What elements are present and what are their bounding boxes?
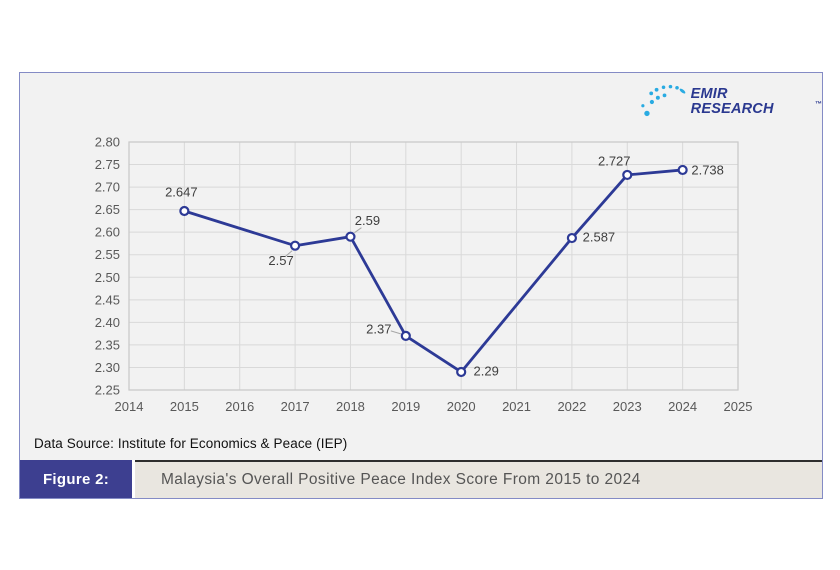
series-line [183, 168, 683, 374]
data-source-text: Data Source: Institute for Economics & P… [34, 436, 348, 451]
x-axis-tick-label: 2014 [115, 399, 144, 414]
y-axis-tick-label: 2.45 [95, 292, 120, 307]
plot-border [128, 141, 739, 391]
x-axis-tick-label: 2019 [391, 399, 420, 414]
x-axis-tick-label: 2016 [225, 399, 254, 414]
trademark-symbol: ™ [815, 101, 822, 108]
data-point-marker [400, 330, 411, 341]
data-point-marker [289, 240, 301, 251]
y-axis-tick-label: 2.60 [95, 225, 120, 240]
data-point-label: 2.647 [165, 184, 198, 199]
x-axis-tick-label: 2024 [668, 399, 697, 414]
data-point-marker [456, 366, 467, 378]
x-axis-tick-label: 2015 [170, 399, 199, 414]
y-axis-tick-label: 2.35 [95, 337, 120, 352]
y-axis-tick-label: 2.65 [95, 202, 120, 217]
caption-divider [132, 460, 135, 498]
data-point-label: 2.29 [474, 363, 499, 378]
line-chart: 2.80 2.75 2.70 2.65 2.60 2.55 2.50 2.45 2.40 2.35… [95, 135, 753, 415]
y-axis-tick-label: 2.25 [95, 383, 120, 398]
figure-caption-bar: Figure 2: Malaysia's Overall Positive Pe… [20, 460, 822, 498]
data-point-label: 2.587 [583, 230, 616, 245]
y-axis-tick-label: 2.80 [95, 135, 120, 150]
data-point-label: 2.738 [691, 162, 724, 177]
x-axis-tick-label: 2020 [447, 399, 476, 414]
data-point-label: 2.57 [268, 253, 293, 268]
figure-number-label: Figure 2: [20, 460, 132, 498]
data-point-marker [345, 231, 356, 242]
data-point-marker [677, 164, 688, 176]
x-axis-tick-label: 2025 [724, 399, 753, 414]
emir-research-logo: EMIR RESEARCH ™ [640, 84, 822, 119]
emir-research-logo-icon [641, 84, 686, 117]
data-point-marker [179, 205, 190, 217]
emir-research-logo-text: EMIR RESEARCH [690, 86, 774, 117]
label-leader-line [390, 330, 401, 335]
x-axis-tick-label: 2022 [557, 399, 586, 414]
y-axis-tick-label: 2.30 [95, 360, 120, 375]
y-axis-tick-label: 2.55 [95, 247, 120, 262]
caption-panel: Malaysia's Overall Positive Peace Index … [135, 460, 822, 498]
label-leader-line [284, 250, 293, 258]
x-axis-tick-label: 2017 [281, 399, 310, 414]
figure-title: Malaysia's Overall Positive Peace Index … [161, 471, 641, 488]
data-point-label: 2.727 [598, 153, 631, 168]
x-axis-tick-label: 2023 [613, 399, 642, 414]
figure-card: EMIR RESEARCH ™ 2.80 2.75 2.70 2.65 2.60 2.55… [19, 72, 823, 499]
x-axis-tick-label: 2021 [502, 399, 531, 414]
data-point-marker [622, 169, 633, 181]
data-point-label: 2.59 [355, 213, 380, 228]
data-point-label: 2.37 [366, 321, 391, 336]
y-axis-tick-label: 2.75 [95, 157, 120, 172]
y-axis-tick-label: 2.70 [95, 180, 120, 195]
data-point-marker [566, 232, 578, 244]
y-axis-tick-label: 2.50 [95, 270, 120, 285]
label-leader-line [354, 227, 362, 234]
y-axis-tick-label: 2.40 [95, 315, 120, 330]
x-axis-tick-label: 2018 [336, 399, 365, 414]
